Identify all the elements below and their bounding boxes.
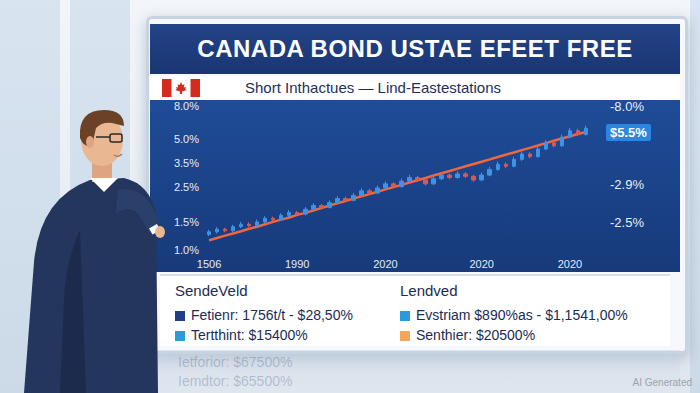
html-text:Iemdtor: $65500%: Iemdtor: $65500% bbox=[178, 373, 293, 389]
html-text:Fetienr: 1756t/t - $28,50%: Fetienr: 1756t/t - $28,50% bbox=[191, 307, 353, 323]
html-text:AI Generated: AI Generated bbox=[632, 377, 692, 388]
svg-text:3.5%: 3.5% bbox=[174, 157, 199, 169]
svg-text:2020: 2020 bbox=[373, 258, 397, 270]
svg-text:2.5%: 2.5% bbox=[174, 181, 199, 193]
html-text:Lendved: Lendved bbox=[400, 282, 458, 299]
html-text:Senthier: $20500%: Senthier: $20500% bbox=[416, 327, 536, 343]
svg-text:1506: 1506 bbox=[197, 258, 221, 270]
svg-text:1990: 1990 bbox=[285, 258, 309, 270]
html-text:Evstriam $890%as - $1,1541,00%: Evstriam $890%as - $1,1541,00% bbox=[416, 307, 628, 323]
html-text:CANADA BOND USTAE EFEET FREE: CANADA BOND USTAE EFEET FREE bbox=[197, 35, 633, 62]
svg-text:2020: 2020 bbox=[558, 258, 582, 270]
html-text:-2.9%: -2.9% bbox=[610, 177, 644, 192]
html-text:SendeVeld: SendeVeld bbox=[175, 282, 248, 299]
svg-text:8.0%: 8.0% bbox=[174, 100, 199, 112]
html-text:$5.5%: $5.5% bbox=[610, 125, 647, 140]
svg-text:1.0%: 1.0% bbox=[174, 244, 199, 256]
html-text:Ietforior: $67500%: Ietforior: $67500% bbox=[178, 354, 293, 370]
html-text:-2.5%: -2.5% bbox=[610, 215, 644, 230]
html-text:Short Inthactues — Lind-Eastes: Short Inthactues — Lind-Eastestations bbox=[245, 79, 501, 96]
html-text:-8.0%: -8.0% bbox=[610, 99, 644, 114]
svg-text:2020: 2020 bbox=[469, 258, 493, 270]
html-text:Tertthint: $15400%: Tertthint: $15400% bbox=[191, 327, 308, 343]
svg-text:5.0%: 5.0% bbox=[174, 133, 199, 145]
svg-text:1.5%: 1.5% bbox=[174, 216, 199, 228]
